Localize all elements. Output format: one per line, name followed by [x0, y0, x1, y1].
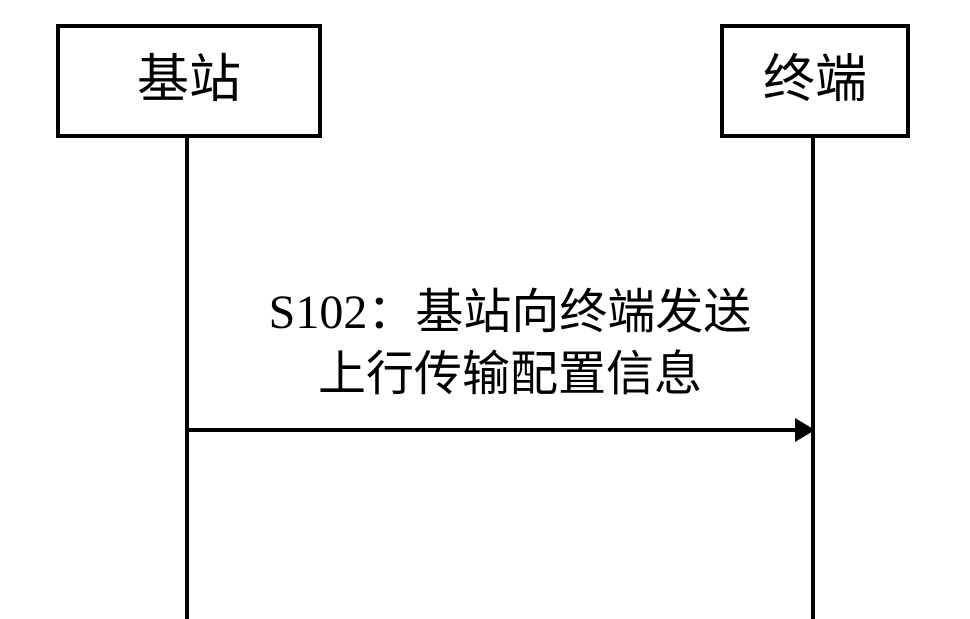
message-arrow-s102-line: [189, 428, 795, 432]
sequence-diagram: 基站 终端 S102：基站向终端发送 上行传输配置信息: [0, 0, 970, 619]
participant-label-base-station: 基站: [137, 55, 241, 107]
participant-box-base-station: 基站: [56, 24, 322, 138]
lifeline-terminal: [811, 138, 815, 619]
lifeline-base-station: [185, 138, 189, 619]
message-label-s102-line2: 上行传输配置信息: [318, 348, 702, 401]
message-label-s102-line1: S102：基站向终端发送: [269, 286, 752, 339]
participant-box-terminal: 终端: [720, 24, 910, 138]
participant-label-terminal: 终端: [763, 55, 867, 107]
message-arrow-s102-head: [795, 418, 815, 442]
message-label-s102: S102：基站向终端发送 上行传输配置信息: [250, 282, 770, 407]
